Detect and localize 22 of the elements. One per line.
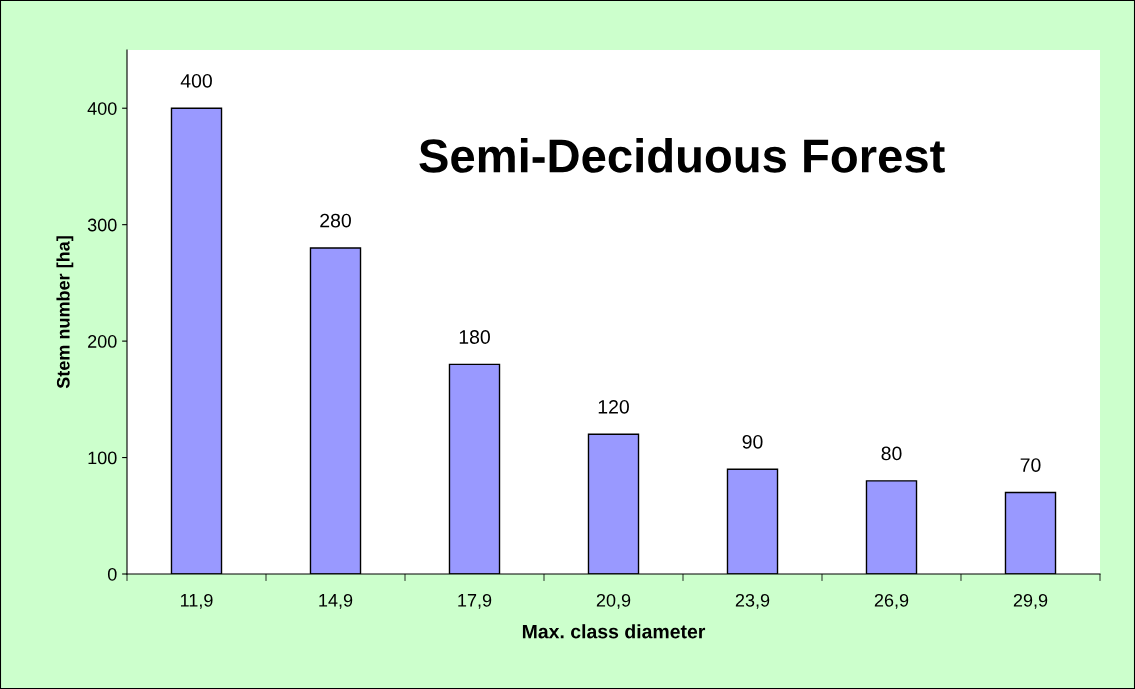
data-label: 280 — [320, 213, 351, 228]
x-axis-title: Max. class diameter — [522, 624, 706, 639]
data-label: 70 — [1020, 458, 1041, 472]
data-label: 90 — [742, 434, 763, 449]
data-label: 400 — [180, 73, 212, 88]
data-label: 120 — [598, 399, 629, 414]
y-tick-label: 100 — [88, 451, 117, 465]
x-tick-label: 11,9 — [180, 593, 213, 609]
data-label: 180 — [459, 330, 490, 344]
x-tick-label: 26,9 — [874, 593, 909, 609]
y-axis-title: Stem number [ha] — [56, 236, 74, 389]
x-tick-label: 23,9 — [735, 593, 770, 609]
data-label: 80 — [881, 446, 902, 461]
x-tick-label: 29,9 — [1013, 593, 1048, 609]
x-tick-label: 14,9 — [319, 593, 353, 609]
x-tick-label: 17,9 — [458, 593, 492, 609]
x-tick-label: 20,9 — [596, 593, 631, 609]
text: Semi-Deciduous Forest — [419, 138, 945, 173]
y-tick-label: 0 — [107, 567, 117, 581]
y-tick-label: 300 — [87, 218, 117, 232]
y-tick-label: 400 — [87, 102, 117, 115]
y-tick-label: 200 — [88, 335, 117, 348]
